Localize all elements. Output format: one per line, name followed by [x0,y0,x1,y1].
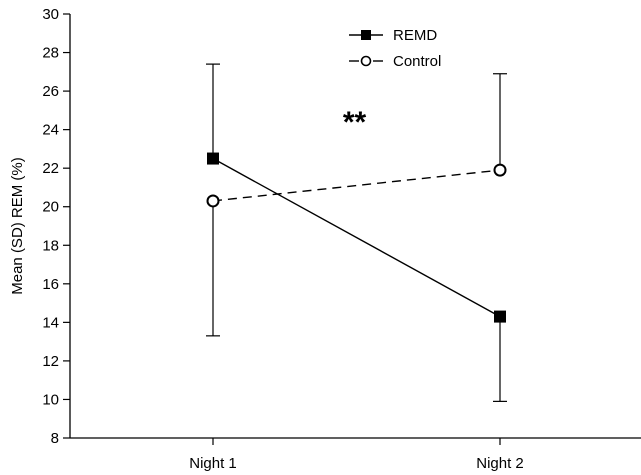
data-point-remd [207,152,219,165]
series-control [206,73,507,337]
legend-marker [361,30,371,40]
y-tick-label: 18 [42,237,59,254]
y-tick-label: 26 [42,83,59,100]
data-point-control [493,163,507,177]
legend-marker [360,55,372,67]
legend-label: REMD [393,27,437,44]
series-line-control [212,169,501,202]
x-tick-label: Night 1 [189,455,237,472]
series-remd [206,63,507,402]
series-layer [206,63,507,402]
y-tick-label: 30 [42,6,59,23]
y-tick-label: 8 [51,430,59,447]
x-tick-label: Night 2 [476,455,524,472]
y-axis-ticks: 8 10 12 14 16 18 20 22 24 26 28 30 [42,6,70,447]
legend-item-remd: REMD [349,27,437,44]
y-tick-label: 28 [42,45,59,62]
y-tick-label: 24 [42,122,59,139]
y-tick-label: 10 [42,391,59,408]
y-tick-label: 14 [42,314,59,331]
y-tick-label: 12 [42,353,59,370]
y-tick-label: 16 [42,276,59,293]
axes [69,14,641,439]
y-axis-title: Mean (SD) REM (%) [9,157,26,295]
legend: REMD Control [349,27,441,70]
series-line-remd [212,157,501,318]
data-point-remd [494,310,506,323]
data-point-control [206,194,220,208]
x-axis-ticks: Night 1 Night 2 [189,438,524,472]
legend-label: Control [393,53,441,70]
annotation-layer: ** [343,106,367,139]
y-tick-label: 22 [42,160,59,177]
significance-annotation: ** [343,106,367,139]
legend-item-control: Control [349,53,441,70]
y-tick-label: 20 [42,199,59,216]
